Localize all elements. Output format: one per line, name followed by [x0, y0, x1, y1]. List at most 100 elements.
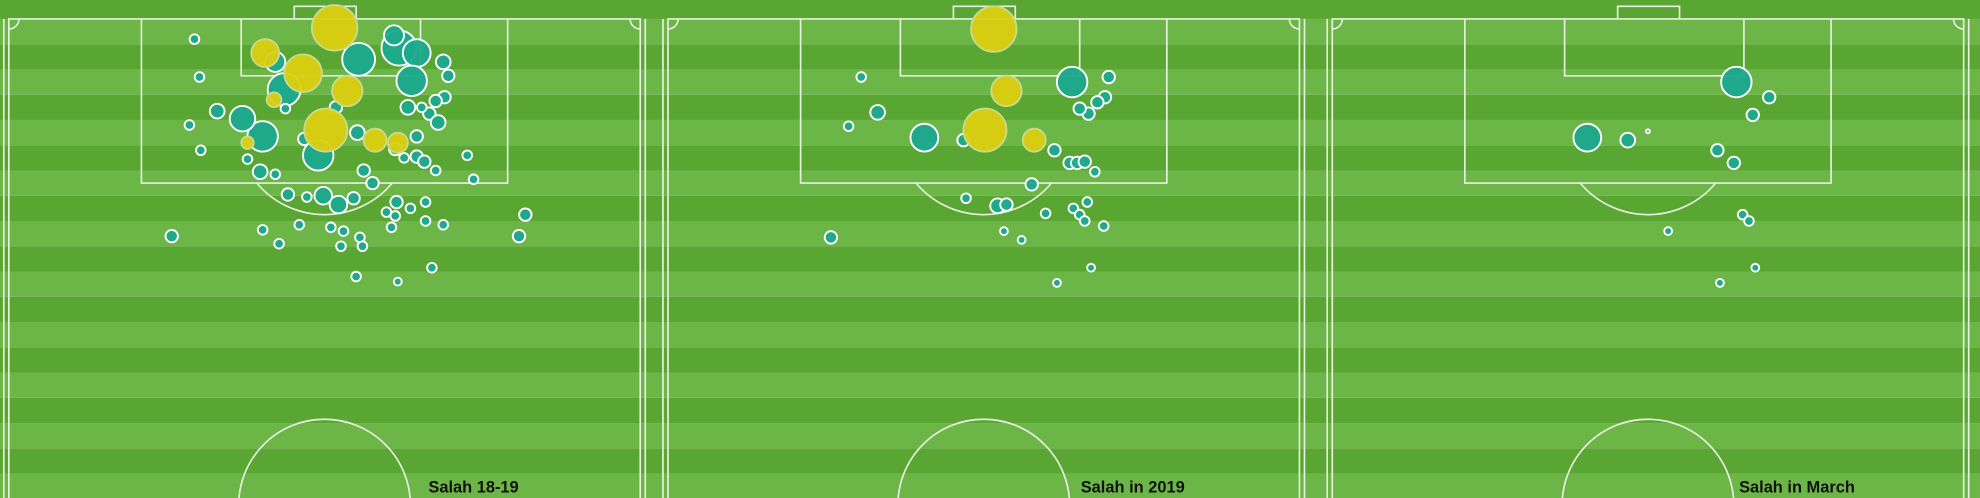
shot	[280, 187, 296, 202]
corner-arc	[1952, 18, 1964, 30]
shot	[283, 53, 323, 94]
pitch-stripe	[0, 271, 1980, 297]
shot	[265, 91, 283, 109]
penalty-arc	[1579, 182, 1717, 216]
shot	[1743, 215, 1755, 227]
shot	[335, 240, 347, 253]
shot	[960, 192, 972, 205]
shot	[310, 4, 359, 52]
shot	[164, 228, 179, 244]
shot	[350, 270, 362, 283]
shot	[1072, 101, 1087, 116]
shot	[1720, 65, 1753, 99]
centre-circle	[238, 418, 411, 498]
shot	[395, 64, 428, 97]
shot	[362, 127, 388, 153]
shot	[855, 71, 867, 83]
shot	[1077, 154, 1092, 169]
shot	[429, 164, 442, 177]
six-yard-box	[899, 18, 1081, 77]
pitch-stripe	[0, 423, 1980, 449]
shot	[313, 186, 334, 206]
shot	[208, 102, 226, 120]
shot	[1089, 165, 1101, 178]
shot	[279, 102, 292, 115]
penalty-arc	[256, 182, 393, 216]
shot	[518, 207, 533, 222]
corner-arc	[1332, 18, 1344, 30]
shot	[511, 228, 527, 244]
shot	[990, 74, 1023, 108]
shot	[1016, 235, 1027, 245]
shot	[250, 38, 281, 68]
corner-arc	[667, 18, 679, 30]
shot	[356, 163, 371, 178]
shot	[823, 230, 839, 245]
shot	[349, 124, 366, 141]
shot	[1710, 143, 1725, 158]
goal	[952, 5, 1017, 19]
shot	[337, 225, 350, 237]
shot	[1078, 215, 1091, 227]
shot	[434, 53, 452, 71]
shot	[325, 221, 337, 234]
shot	[385, 221, 398, 234]
shot	[392, 276, 403, 287]
shot	[346, 191, 361, 206]
shot	[240, 135, 255, 150]
panel: Salah in March	[1326, 5, 1970, 498]
shot	[1021, 127, 1047, 153]
shot	[389, 194, 404, 210]
shot	[188, 33, 201, 45]
shot	[419, 196, 432, 208]
shot	[417, 154, 432, 169]
shot	[341, 41, 377, 77]
shot	[251, 163, 269, 181]
shot	[428, 93, 443, 109]
shot	[273, 237, 285, 250]
shot	[1726, 155, 1741, 171]
shot	[1052, 277, 1062, 288]
pitch-stripe	[0, 372, 1980, 398]
shot	[293, 219, 306, 231]
shot	[303, 107, 349, 153]
shot	[1619, 131, 1637, 149]
pitch-stripe	[0, 246, 1980, 272]
shot	[426, 261, 438, 274]
shot	[399, 99, 417, 116]
shot	[301, 191, 313, 203]
shot	[331, 74, 364, 108]
corner-arc	[1288, 18, 1300, 30]
shot	[1086, 262, 1096, 273]
shot	[1024, 177, 1039, 192]
shot	[269, 168, 282, 181]
shot	[999, 226, 1009, 236]
shot	[842, 120, 855, 133]
penalty-box	[799, 18, 1168, 184]
shot	[909, 122, 940, 153]
shot	[241, 153, 254, 165]
shot	[228, 105, 257, 133]
shot	[970, 5, 1018, 53]
shot	[1715, 277, 1725, 288]
shot	[365, 175, 380, 191]
shot	[256, 224, 269, 236]
shot	[401, 38, 432, 68]
shot	[1663, 226, 1674, 236]
shot	[437, 219, 450, 231]
shot	[386, 131, 409, 154]
shot	[1645, 128, 1651, 135]
pitch-stripe	[0, 296, 1980, 323]
pitch-stripe	[0, 473, 1980, 498]
shot	[1047, 143, 1062, 158]
centre-circle	[897, 418, 1071, 498]
shot	[193, 71, 206, 83]
pitch-stripe	[0, 448, 1980, 474]
shot	[409, 129, 424, 144]
goal	[1616, 5, 1681, 19]
shot	[356, 240, 369, 253]
shot	[869, 104, 886, 121]
shot	[195, 144, 207, 157]
panel: Salah 18-19	[2, 4, 647, 498]
corner-arc	[8, 18, 20, 30]
